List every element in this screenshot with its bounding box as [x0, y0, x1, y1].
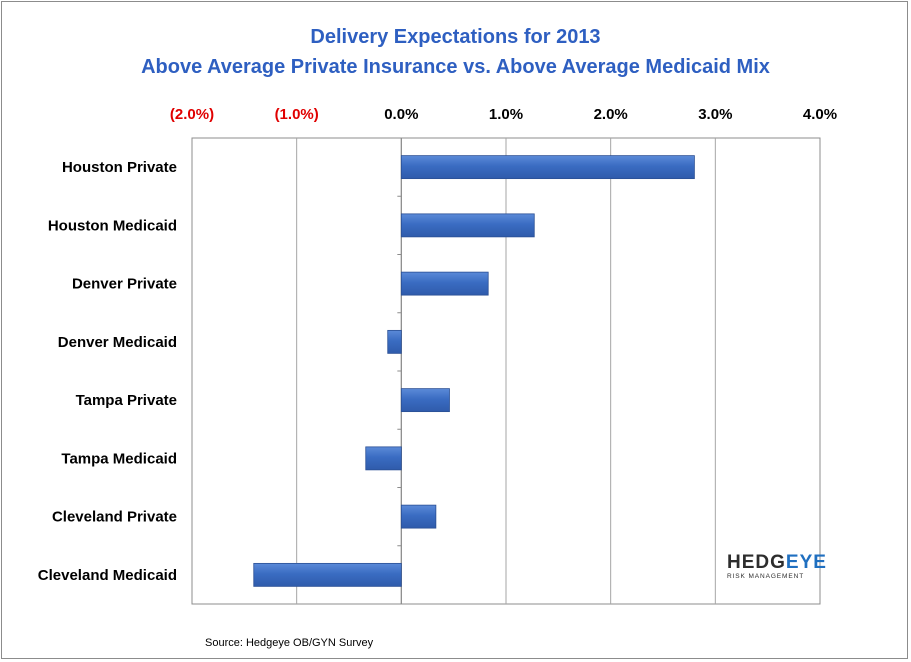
source-note: Source: Hedgeye OB/GYN Survey	[205, 637, 374, 649]
category-label: Houston Private	[62, 159, 177, 176]
bar	[253, 562, 402, 587]
category-label: Cleveland Private	[52, 509, 177, 526]
x-tick-label: 2.0%	[594, 106, 628, 123]
chart-subtitle: Above Average Private Insurance vs. Abov…	[141, 56, 770, 78]
bar	[400, 213, 535, 238]
category-label: Cleveland Medicaid	[38, 567, 177, 584]
bar	[387, 329, 402, 354]
x-tick-label: 4.0%	[803, 106, 837, 123]
x-tick-label: 0.0%	[384, 106, 418, 123]
category-label: Denver Private	[72, 276, 177, 293]
bar	[400, 388, 450, 413]
x-tick-label: 3.0%	[698, 106, 732, 123]
bar	[400, 155, 695, 180]
x-tick-label: (1.0%)	[275, 106, 319, 123]
x-tick-label: (2.0%)	[170, 106, 214, 123]
bar	[400, 271, 489, 296]
category-label: Tampa Private	[76, 392, 177, 409]
category-label: Tampa Medicaid	[61, 450, 177, 467]
category-label: Denver Medicaid	[58, 334, 177, 351]
category-label: Houston Medicaid	[48, 217, 177, 234]
chart-title: Delivery Expectations for 2013	[310, 26, 601, 48]
bar	[400, 504, 437, 529]
x-tick-label: 1.0%	[489, 106, 523, 123]
hedgeye-logo: HEDGEYE RISK MANAGEMENT	[727, 552, 827, 580]
bar	[365, 446, 402, 471]
